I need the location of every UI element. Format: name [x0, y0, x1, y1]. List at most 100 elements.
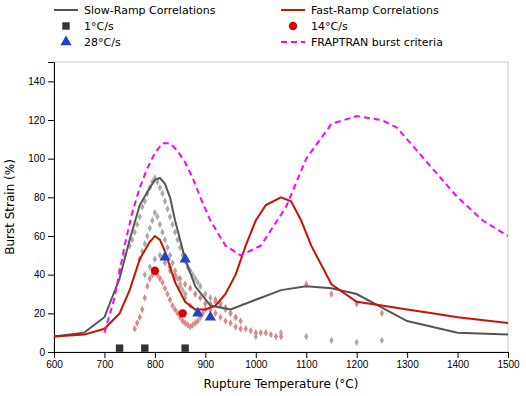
scatter-point [165, 244, 169, 251]
tick-label: 40 [34, 269, 46, 280]
legend-label: 14°C/s [311, 20, 348, 33]
legend-label: 28°C/s [84, 36, 121, 49]
x-axis: 600700800900100011001200130014001500 [46, 352, 520, 370]
scatter-point [138, 213, 142, 220]
scatter-point [193, 290, 197, 297]
scatter-point [238, 325, 242, 332]
scatter-series [159, 251, 216, 321]
scatter-point [180, 253, 191, 263]
legend-item: 1°C/s [62, 20, 114, 33]
tick: 1300 [396, 352, 419, 370]
tick: 140 [28, 76, 54, 87]
scatter-point [158, 221, 162, 228]
scatter-point [205, 311, 216, 321]
y-axis: 0 20 40 60 80 100 120 140 [28, 63, 54, 358]
tick-label: 60 [34, 231, 46, 242]
legend-swatch [281, 9, 305, 11]
tick-label: 900 [197, 359, 214, 370]
tick-mark [256, 352, 257, 358]
scatter-point [233, 323, 237, 330]
legend-swatch [289, 22, 297, 30]
scatter-point [165, 290, 169, 297]
scatter-point [165, 205, 169, 212]
scatter-point [181, 344, 188, 351]
tick-label: 0 [39, 347, 45, 358]
scatter-point [135, 319, 139, 326]
scatter-point [355, 339, 359, 346]
series-line [54, 197, 508, 336]
tick-mark [508, 352, 509, 358]
tick-mark [48, 236, 54, 237]
tick-label: 1500 [497, 359, 520, 370]
tick: 80 [34, 192, 54, 203]
scatter-point [223, 317, 227, 324]
scatter-point [153, 255, 157, 262]
scatter-point [168, 296, 172, 303]
tick: 700 [97, 352, 114, 370]
scatter-point [140, 306, 144, 313]
plot-area [54, 116, 508, 352]
scatter-point [198, 283, 202, 290]
scatter-point [133, 325, 137, 332]
scatter-point [269, 331, 273, 338]
scatter-point [160, 228, 164, 235]
tick: 20 [34, 308, 54, 319]
tick-label: 120 [28, 115, 45, 126]
tick-mark [407, 352, 408, 358]
tick-label: 80 [34, 192, 46, 203]
tick-mark [357, 352, 358, 358]
scatter-point [148, 225, 152, 232]
tick-mark [48, 81, 54, 82]
scatter-point [138, 313, 142, 320]
scatter-point [183, 290, 187, 297]
tick-mark [48, 313, 54, 314]
legend-label: Fast-Ramp Correlations [311, 4, 439, 17]
legend-item: Slow-Ramp Correlations [54, 4, 216, 17]
scatter-point [380, 310, 384, 317]
legend-item: 14°C/s [289, 20, 348, 33]
plot-frame [54, 62, 508, 352]
tick: 1400 [447, 352, 470, 370]
legend-label: Slow-Ramp Correlations [84, 4, 216, 17]
legend-swatch [54, 9, 78, 11]
legend-swatch [281, 41, 305, 43]
legend-swatch [60, 35, 71, 45]
tick-label: 1100 [296, 359, 318, 370]
tick-label: 600 [46, 359, 63, 370]
scatter-point [178, 309, 186, 317]
scatter-point [279, 333, 283, 340]
scatter-point [151, 267, 159, 275]
tick-label: 800 [147, 359, 164, 370]
series-line [104, 116, 508, 333]
y-axis-title: Burst Strain (%) [3, 159, 17, 255]
scatter-point [178, 275, 182, 282]
tick: 800 [147, 352, 164, 370]
scatter-point [329, 337, 333, 344]
tick-label: 20 [34, 308, 46, 319]
scatter-point [228, 319, 232, 326]
tick: 1200 [346, 352, 369, 370]
scatter-point [145, 283, 149, 290]
legend-item: Fast-Ramp Correlations [281, 4, 439, 17]
tick-mark [205, 352, 206, 358]
legend-item: 28°C/s [60, 35, 121, 48]
scatter-point [170, 221, 174, 228]
scatter-point [380, 337, 384, 344]
tick: 600 [46, 352, 63, 370]
tick-label: 100 [28, 153, 45, 164]
scatter-point [233, 313, 237, 320]
scatter-point [264, 329, 268, 336]
scatter-point [274, 333, 278, 340]
scatter-point [141, 344, 148, 351]
tick: 40 [34, 269, 54, 280]
legend-item: FRAPTRAN burst criteria [281, 36, 443, 49]
x-axis-title: Rupture Temperature (°C) [204, 377, 359, 391]
scatter-point [329, 290, 333, 297]
tick: 120 [28, 115, 54, 126]
scatter-point [188, 284, 192, 291]
scatter-point [238, 317, 242, 324]
scatter-point [244, 325, 248, 332]
scatter-point [249, 327, 253, 334]
scatter-point [304, 333, 308, 340]
scatter-series [151, 267, 187, 318]
